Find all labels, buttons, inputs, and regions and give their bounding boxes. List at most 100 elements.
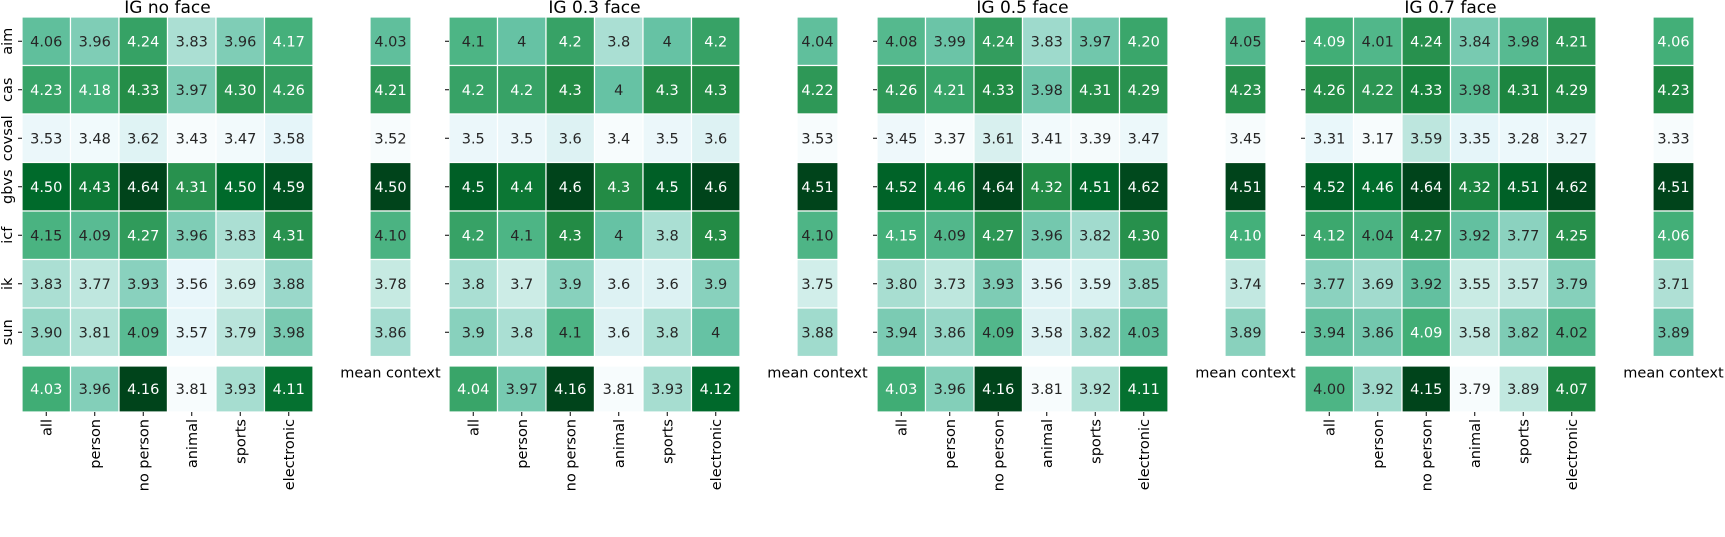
row-mean-cell-0 xyxy=(1652,16,1695,67)
col-mean-cell-1-label: 3.92 xyxy=(1362,382,1394,398)
col-mean-cell-5 xyxy=(1118,365,1169,413)
heatmap-cell-r4-c1 xyxy=(496,210,547,261)
row-mean-cell-5-label: 3.75 xyxy=(801,277,833,293)
heatmap-cell-r1-c3 xyxy=(593,64,644,115)
heatmap-cell-r6-c0 xyxy=(1304,307,1355,358)
heatmap-cell-r6-c5-label: 4.02 xyxy=(1556,325,1588,341)
col-label: all xyxy=(39,419,55,436)
heatmap-cell-r2-c0-label: 3.53 xyxy=(30,131,62,147)
heatmap-cell-r1-c3-label: 3.98 xyxy=(1031,83,1063,99)
heatmap-cell-r5-c1-label: 3.69 xyxy=(1362,277,1394,293)
heatmap-cell-r1-c2-label: 4.33 xyxy=(982,83,1014,99)
heatmap-cell-r1-c3 xyxy=(166,64,217,115)
col-mean-cell-3-label: 3.81 xyxy=(176,382,208,398)
heatmap-cell-r4-c3-label: 3.96 xyxy=(176,228,208,244)
col-mean-cell-5-label: 4.11 xyxy=(273,382,305,398)
row-mean-cell-1-label: 4.22 xyxy=(801,83,833,99)
row-mean-cell-2-label: 3.52 xyxy=(374,131,406,147)
heatmap-cell-r5-c2-label: 3.93 xyxy=(982,277,1014,293)
heatmap-cell-r5-c2-label: 3.92 xyxy=(1410,277,1442,293)
heatmap-cell-r0-c4 xyxy=(1070,16,1121,67)
heatmap-cell-r4-c1-label: 4.09 xyxy=(934,228,966,244)
heatmap-cell-r5-c3-label: 3.55 xyxy=(1459,277,1491,293)
col-label: animal xyxy=(185,419,201,468)
row-label: aim xyxy=(0,28,16,55)
heatmap-cell-r3-c5 xyxy=(263,161,314,212)
col-label: electronic xyxy=(1137,419,1153,490)
col-mean-cell-5-label: 4.07 xyxy=(1556,382,1588,398)
heatmap-cell-r4-c5 xyxy=(1546,210,1597,261)
heatmap-cell-r0-c5 xyxy=(263,16,314,67)
col-mean-cell-5-label: 4.12 xyxy=(700,382,732,398)
row-label: sun xyxy=(0,319,16,345)
heatmap-cell-r3-c3-label: 4.31 xyxy=(176,180,208,196)
heatmap-cell-r0-c5-label: 4.20 xyxy=(1128,34,1160,50)
heatmap-cell-r6-c1-label: 3.86 xyxy=(1362,325,1394,341)
heatmap-cell-r5-c5-label: 3.9 xyxy=(704,277,727,293)
row-label: cas xyxy=(0,78,16,102)
heatmap-cell-r4-c0-label: 4.15 xyxy=(30,228,62,244)
heatmap-cell-r1-c1 xyxy=(1352,64,1403,115)
heatmap-cell-r2-c1-label: 3.17 xyxy=(1362,131,1394,147)
row-mean-cell-3 xyxy=(1224,161,1267,212)
col-label: sports xyxy=(1088,419,1104,464)
col-mean-cell-4-label: 3.93 xyxy=(224,382,256,398)
heatmap-cell-r3-c1-label: 4.43 xyxy=(79,180,111,196)
heatmap-cell-r2-c2-label: 3.62 xyxy=(127,131,159,147)
heatmap-cell-r5-c0 xyxy=(876,258,927,309)
mean-context-label: mean context xyxy=(1623,366,1724,382)
heatmap-cell-r6-c5-label: 4.03 xyxy=(1128,325,1160,341)
panel-title: IG 0.3 face xyxy=(548,0,640,18)
heatmap-cell-r2-c5-label: 3.27 xyxy=(1556,131,1588,147)
row-mean-cell-1-label: 4.21 xyxy=(374,83,406,99)
heatmap-cell-r6-c1-label: 3.86 xyxy=(934,325,966,341)
heatmap-cell-r2-c4-label: 3.28 xyxy=(1507,131,1539,147)
heatmap-cell-r2-c4-label: 3.47 xyxy=(224,131,256,147)
row-mean-cell-0-label: 4.04 xyxy=(801,34,833,50)
heatmap-cell-r1-c1-label: 4.21 xyxy=(934,83,966,99)
heatmap-cell-r1-c4-label: 4.31 xyxy=(1079,83,1111,99)
heatmap-cell-r1-c0-label: 4.26 xyxy=(885,83,917,99)
row-mean-cell-2-label: 3.45 xyxy=(1229,131,1261,147)
col-label: person xyxy=(515,419,531,469)
heatmap-cell-r6-c4 xyxy=(1070,307,1121,358)
heatmap-cell-r1-c5 xyxy=(263,64,314,115)
heatmap-cell-r4-c1-label: 4.09 xyxy=(79,228,111,244)
heatmap-cell-r5-c3-label: 3.56 xyxy=(1031,277,1063,293)
heatmap-cell-r3-c0 xyxy=(21,161,72,212)
row-mean-cell-4 xyxy=(369,210,412,261)
heatmap-cell-r3-c3-label: 4.32 xyxy=(1459,180,1491,196)
heatmap-cell-r0-c5 xyxy=(1546,16,1597,67)
heatmap-cell-r6-c5 xyxy=(1118,307,1169,358)
heatmap-cell-r4-c5-label: 4.25 xyxy=(1556,228,1588,244)
heatmap-cell-r0-c5-label: 4.2 xyxy=(704,34,727,50)
heatmap-cell-r4-c4-label: 3.83 xyxy=(224,228,256,244)
heatmap-cell-r3-c0-label: 4.52 xyxy=(1313,180,1345,196)
heatmap-cell-r2-c5 xyxy=(263,113,314,164)
heatmap-cell-r6-c2-label: 4.09 xyxy=(982,325,1014,341)
heatmap-cell-r3-c2-label: 4.6 xyxy=(559,180,582,196)
col-label: sports xyxy=(660,419,676,464)
heatmap-cell-r2-c2-label: 3.59 xyxy=(1410,131,1442,147)
heatmap-cell-r5-c0-label: 3.77 xyxy=(1313,277,1345,293)
row-mean-cell-2 xyxy=(369,113,412,164)
heatmap-cell-r4-c1-label: 4.04 xyxy=(1362,228,1394,244)
heatmap-cell-r3-c1 xyxy=(1352,161,1403,212)
heatmap-cell-r4-c4 xyxy=(1070,210,1121,261)
heatmap-cell-r1-c2 xyxy=(545,64,596,115)
heatmap-cell-r1-c0-label: 4.26 xyxy=(1313,83,1345,99)
panel-title: IG 0.7 face xyxy=(1404,0,1496,18)
heatmap-cell-r6-c2-label: 4.1 xyxy=(559,325,582,341)
heatmap-cell-r3-c0-label: 4.50 xyxy=(30,180,62,196)
heatmap-cell-r6-c2-label: 4.09 xyxy=(127,325,159,341)
row-mean-cell-1-label: 4.23 xyxy=(1657,83,1689,99)
heatmap-cell-r0-c1-label: 3.99 xyxy=(934,34,966,50)
heatmap-cell-r1-c5-label: 4.26 xyxy=(273,83,305,99)
col-label: sports xyxy=(233,419,249,464)
row-mean-cell-4-label: 4.06 xyxy=(1657,228,1689,244)
row-mean-cell-6 xyxy=(1224,307,1267,358)
heatmap-cell-r4-c5-label: 4.3 xyxy=(704,228,727,244)
heatmap-cell-r0-c2 xyxy=(545,16,596,67)
heatmap-cell-r4-c3-label: 3.92 xyxy=(1459,228,1491,244)
heatmap-cell-r6-c3-label: 3.58 xyxy=(1459,325,1491,341)
